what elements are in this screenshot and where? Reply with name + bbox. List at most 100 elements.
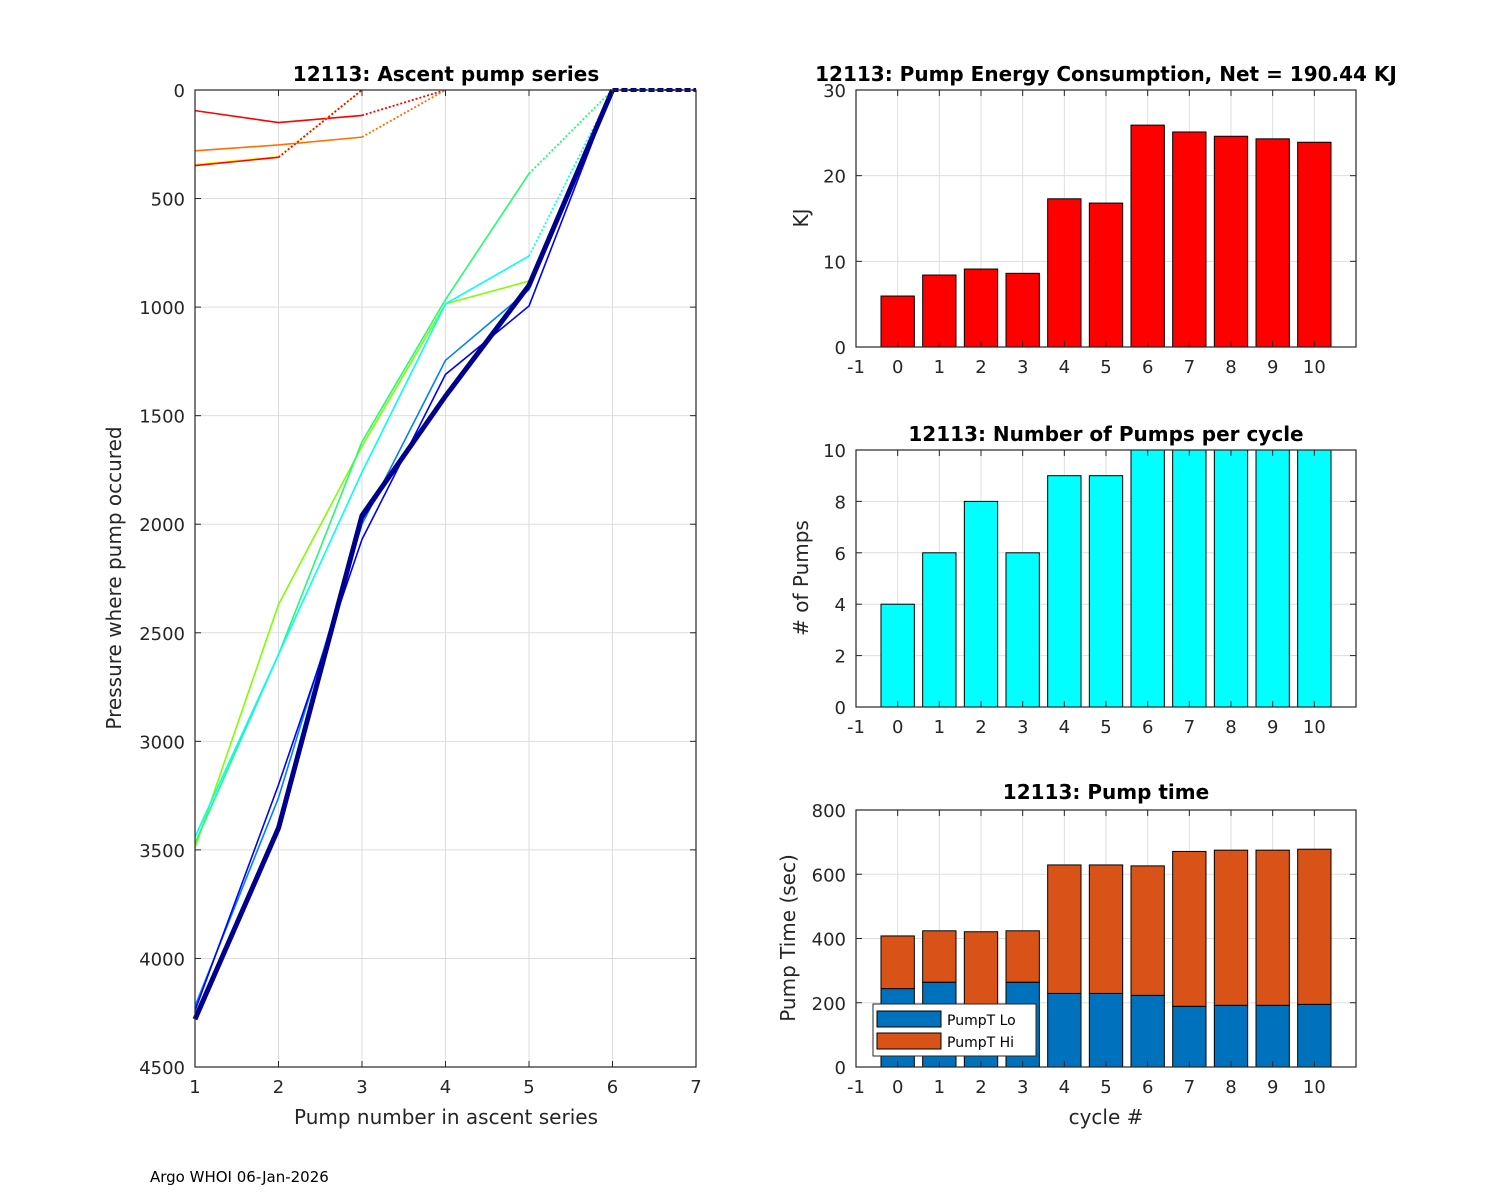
y-tick-label: 600 bbox=[812, 865, 846, 886]
pumps-ylabel: # of Pumps bbox=[789, 520, 813, 636]
ascent-line-cycle-1 bbox=[194, 136, 363, 152]
y-tick-label: 3000 bbox=[139, 732, 185, 753]
pumps-bar bbox=[1005, 552, 1040, 708]
ascent-surface-segment bbox=[361, 89, 446, 117]
x-tick-label: 5 bbox=[1100, 357, 1111, 378]
y-tick-label: 1500 bbox=[139, 407, 185, 428]
pumptime-title: 12113: Pump time bbox=[1003, 780, 1209, 804]
ascent-ticks: 1 2 3 4 5 6 7 0 500 1000 1500 2000 2500 3000 3500 4000 4… bbox=[139, 81, 702, 1098]
x-tick-label: 7 bbox=[1184, 1077, 1195, 1098]
x-tick-label: 7 bbox=[1184, 357, 1195, 378]
pumptime-hi-bar bbox=[922, 930, 957, 983]
energy-bar bbox=[1130, 124, 1165, 348]
x-tick-label: 8 bbox=[1225, 717, 1236, 738]
x-tick-label: 10 bbox=[1303, 357, 1326, 378]
x-tick-label: 8 bbox=[1225, 357, 1236, 378]
pumptime-xlabel: cycle # bbox=[1069, 1105, 1144, 1129]
x-tick-label: 1 bbox=[934, 1077, 945, 1098]
energy-bar bbox=[1088, 202, 1124, 348]
pumptime-hi-bar bbox=[963, 931, 999, 1007]
pumptime-hi-bar bbox=[1130, 865, 1165, 996]
x-tick-label: -1 bbox=[847, 1077, 865, 1098]
y-tick-label: 4500 bbox=[139, 1058, 185, 1079]
pumptime-hi-bar bbox=[1213, 849, 1249, 1006]
pumps-bar bbox=[1130, 449, 1165, 708]
pumptime-lo-bar bbox=[1047, 992, 1082, 1068]
pumps-bar bbox=[963, 500, 999, 708]
pumptime-hi-bar bbox=[1088, 864, 1124, 994]
x-tick-label: 2 bbox=[975, 717, 986, 738]
y-tick-label: 20 bbox=[823, 167, 846, 188]
pumptime-lo-bar bbox=[1255, 1004, 1290, 1068]
y-tick-label: 2500 bbox=[139, 624, 185, 645]
ascent-line-cycle-0 bbox=[194, 109, 363, 124]
x-tick-label: 3 bbox=[1017, 717, 1028, 738]
pumptime-hi-bar bbox=[1172, 850, 1207, 1007]
x-tick-label: 4 bbox=[1059, 357, 1070, 378]
x-tick-label: 7 bbox=[1184, 717, 1195, 738]
ascent-line-cycle-4 bbox=[194, 280, 530, 848]
energy-bar bbox=[1297, 141, 1332, 348]
y-tick-label: 4000 bbox=[139, 949, 185, 970]
ascent-line-cycle-5 bbox=[194, 173, 530, 844]
energy-bar bbox=[1172, 131, 1207, 348]
pumptime-legend: PumpT Lo PumpT Hi bbox=[872, 1003, 1037, 1057]
x-tick-label: 0 bbox=[892, 1077, 903, 1098]
x-tick-label: 9 bbox=[1267, 717, 1278, 738]
y-tick-label: 0 bbox=[174, 81, 185, 102]
pumptime-lo-bar bbox=[1297, 1003, 1332, 1068]
y-tick-label: 500 bbox=[151, 190, 185, 211]
y-tick-label: 8 bbox=[835, 492, 846, 513]
energy-ylabel: KJ bbox=[789, 208, 813, 227]
y-tick-label: 10 bbox=[823, 441, 846, 462]
energy-bar bbox=[922, 274, 957, 348]
energy-bar bbox=[1213, 135, 1249, 348]
pumps-bars bbox=[880, 449, 1332, 708]
y-tick-label: 0 bbox=[835, 1058, 846, 1079]
energy-bars bbox=[880, 124, 1332, 348]
energy-bar bbox=[880, 295, 915, 348]
pumps-bar bbox=[880, 603, 915, 708]
x-tick-label: 6 bbox=[607, 1077, 618, 1098]
x-tick-label: 10 bbox=[1303, 1077, 1326, 1098]
pumps-bar bbox=[1172, 449, 1207, 708]
pumptime-hi-bar bbox=[880, 935, 915, 990]
pumps-bar bbox=[1213, 449, 1249, 708]
legend-label-lo: PumpT Lo bbox=[947, 1013, 1016, 1029]
ascent-series-lines bbox=[192, 88, 696, 1021]
x-tick-label: 2 bbox=[975, 357, 986, 378]
x-tick-label: 9 bbox=[1267, 1077, 1278, 1098]
ascent-surface-segment bbox=[528, 89, 614, 175]
pumptime-lo-bar bbox=[1172, 1005, 1207, 1068]
pumptime-hi-bar bbox=[1255, 849, 1290, 1006]
ascent-title: 12113: Ascent pump series bbox=[293, 62, 599, 86]
x-tick-label: 7 bbox=[690, 1077, 701, 1098]
pumps-bar bbox=[1297, 449, 1332, 708]
y-tick-label: 0 bbox=[835, 698, 846, 719]
x-tick-label: 2 bbox=[975, 1077, 986, 1098]
ascent-grid bbox=[194, 89, 697, 1068]
y-tick-label: 2 bbox=[835, 647, 846, 668]
x-tick-label: 6 bbox=[1142, 1077, 1153, 1098]
pumptime-hi-bar bbox=[1047, 864, 1082, 994]
pumps-title: 12113: Number of Pumps per cycle bbox=[908, 422, 1303, 446]
energy-bar bbox=[1255, 138, 1290, 348]
y-tick-label: 400 bbox=[812, 930, 846, 951]
energy-bar bbox=[1005, 272, 1040, 348]
x-tick-label: 8 bbox=[1225, 1077, 1236, 1098]
y-tick-label: 10 bbox=[823, 252, 846, 273]
ascent-ylabel: Pressure where pump occured bbox=[102, 426, 126, 729]
x-tick-label: 3 bbox=[1017, 357, 1028, 378]
x-tick-label: 4 bbox=[440, 1077, 451, 1098]
ascent-line-cycle-7 bbox=[194, 89, 614, 1007]
x-tick-label: 1 bbox=[934, 357, 945, 378]
y-tick-label: 1000 bbox=[139, 298, 185, 319]
x-tick-label: 1 bbox=[189, 1077, 200, 1098]
pumps-bar bbox=[922, 552, 957, 708]
y-tick-label: 4 bbox=[835, 595, 846, 616]
energy-title: 12113: Pump Energy Consumption, Net = 19… bbox=[815, 62, 1397, 86]
